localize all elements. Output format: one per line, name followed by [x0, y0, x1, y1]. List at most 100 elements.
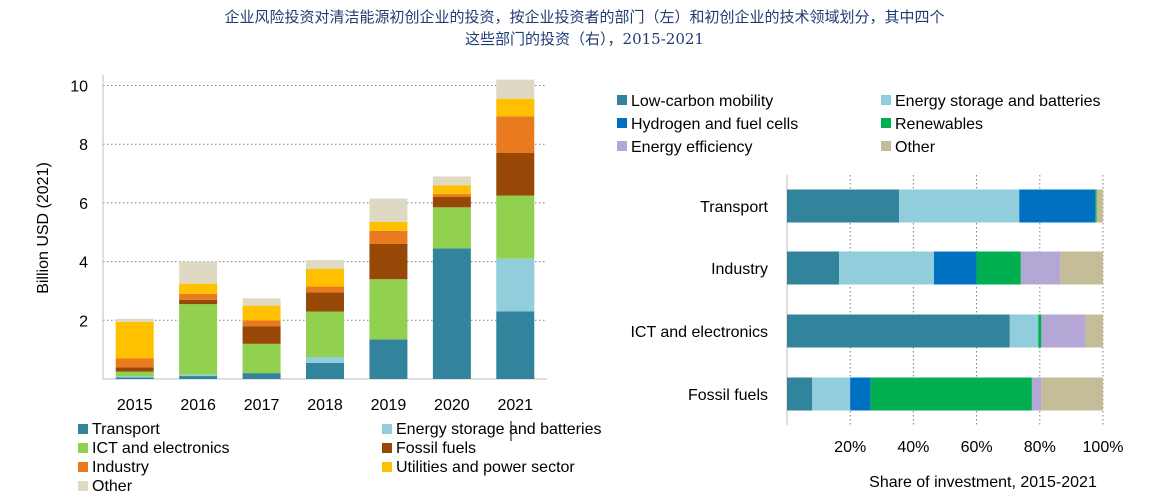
category-label: Industry	[711, 261, 768, 278]
bar-2020-fossil-fuels	[432, 197, 471, 208]
bar-transport-hydrogen-and-fuel-cells	[1019, 189, 1096, 223]
legend-label-energy-storage-and-batteries: Energy storage and batteries	[895, 93, 1100, 110]
bar-2019-industry	[369, 230, 408, 244]
bar-2020-utilities-and-power-sector	[432, 185, 471, 195]
x-tick-label: 40%	[897, 439, 929, 456]
bar-2017-transport	[242, 373, 281, 379]
legend-swatch-fossil-fuels	[382, 443, 392, 453]
bar-ict-and-electronics-low-carbon-mobility	[787, 314, 1010, 348]
bar-fossil-fuels-energy-efficiency	[1031, 377, 1042, 411]
bar-2016-fossil-fuels	[179, 299, 218, 305]
legend-swatch-industry	[78, 462, 88, 472]
bar-2021-fossil-fuels	[496, 153, 535, 196]
x-tick-label: 2018	[307, 397, 343, 414]
left-stacked-bar-chart: 2 4 6 8 10 Billion USD (2021) 2015 2016 2017 2018…	[35, 75, 547, 414]
bar-2018-energy-storage-and-batteries	[306, 356, 344, 363]
legend-swatch-energy-storage-and-batteries	[382, 424, 392, 434]
bar-2015-industry	[115, 358, 154, 368]
bar-2016-other	[179, 261, 218, 284]
legend-label-hydrogen-and-fuel-cells: Hydrogen and fuel cells	[631, 116, 798, 133]
bar-transport-other	[1096, 189, 1103, 223]
x-tick-label: 2015	[117, 397, 153, 414]
bar-industry-energy-storage-and-batteries	[839, 251, 934, 285]
legend-swatch-renewables	[881, 118, 891, 128]
legend-label-other: Other	[92, 478, 133, 495]
bar-transport-energy-storage-and-batteries	[899, 189, 1020, 223]
bar-fossil-fuels-energy-storage-and-batteries	[812, 377, 851, 411]
bar-2021-industry	[496, 116, 535, 154]
legend-swatch-low-carbon-mobility	[617, 95, 627, 105]
x-axis-title: Share of investment, 2015-2021	[869, 474, 1097, 491]
bar-transport-renewables	[1095, 189, 1097, 223]
bar-2015-fossil-fuels	[115, 367, 154, 372]
y-tick-label: 8	[79, 137, 88, 154]
bar-2015-utilities-and-power-sector	[115, 321, 154, 359]
bar-2021-energy-storage-and-batteries	[496, 258, 535, 312]
bar-2016-industry	[179, 293, 218, 300]
title-line-1: 企业风险投资对清洁能源初创企业的投资，按企业投资者的部门（左）和初创企业的技术领…	[224, 8, 945, 26]
bar-fossil-fuels-low-carbon-mobility	[787, 377, 813, 411]
category-label: Fossil fuels	[688, 387, 768, 404]
y-tick-label: 10	[70, 79, 88, 96]
category-label: Transport	[700, 199, 768, 216]
legend-swatch-energy-efficiency	[617, 141, 627, 151]
legend-label-ict-and-electronics: ICT and electronics	[92, 440, 230, 457]
bar-2016-ict-and-electronics	[179, 304, 218, 375]
legend-swatch-ict-and-electronics	[78, 443, 88, 453]
bar-2017-utilities-and-power-sector	[242, 305, 281, 321]
bar-2020-transport	[432, 248, 471, 379]
bar-2018-utilities-and-power-sector	[306, 268, 344, 287]
bar-2020-ict-and-electronics	[432, 207, 471, 249]
bar-fossil-fuels-other	[1041, 377, 1103, 411]
bar-2015-energy-storage-and-batteries	[115, 376, 154, 378]
bar-2018-transport	[306, 362, 344, 379]
bar-2021-ict-and-electronics	[496, 195, 535, 259]
legend-label-fossil-fuels: Fossil fuels	[396, 440, 476, 457]
bar-industry-renewables	[976, 251, 1021, 285]
bar-2016-transport	[179, 376, 218, 379]
bar-2016-energy-storage-and-batteries	[179, 374, 218, 377]
bar-2018-industry	[306, 286, 344, 293]
bar-industry-hydrogen-and-fuel-cells	[933, 251, 977, 285]
legend-swatch-hydrogen-and-fuel-cells	[617, 118, 627, 128]
bar-2015-other	[115, 318, 154, 322]
bar-2017-industry	[242, 320, 281, 327]
legend-swatch-other	[881, 141, 891, 151]
x-tick-label: 2017	[244, 397, 280, 414]
legend-label-utilities-and-power-sector: Utilities and power sector	[396, 459, 575, 476]
bar-ict-and-electronics-renewables	[1038, 314, 1042, 348]
legend-label-other: Other	[895, 139, 936, 156]
bar-2018-ict-and-electronics	[306, 311, 344, 357]
legend-label-industry: Industry	[92, 459, 149, 476]
y-tick-label: 4	[79, 255, 88, 272]
x-tick-label: 2019	[371, 397, 407, 414]
bar-2019-utilities-and-power-sector	[369, 221, 408, 231]
legend-swatch-utilities-and-power-sector	[382, 462, 392, 472]
legend-swatch-other	[78, 481, 88, 491]
bar-2020-industry	[432, 194, 471, 198]
right-legend: Low-carbon mobility Energy storage and ba…	[617, 93, 1100, 156]
bar-industry-other	[1060, 251, 1103, 285]
y-axis-title: Billion USD (2021)	[35, 162, 52, 294]
x-tick-label: 2016	[180, 397, 216, 414]
bar-2018-other	[306, 260, 344, 269]
y-tick-label: 6	[79, 196, 88, 213]
bar-2021-other	[496, 79, 535, 99]
x-tick-label: 60%	[961, 439, 993, 456]
title-line-2: 这些部门的投资（右），2015-2021	[465, 30, 704, 48]
bar-2019-ict-and-electronics	[369, 279, 408, 340]
bar-2017-fossil-fuels	[242, 326, 281, 344]
bar-2019-other	[369, 198, 408, 222]
bar-2021-utilities-and-power-sector	[496, 98, 535, 117]
bar-fossil-fuels-renewables	[870, 377, 1032, 411]
bar-2021-transport	[496, 311, 535, 379]
bar-2016-utilities-and-power-sector	[179, 283, 218, 294]
bar-2019-transport	[369, 339, 408, 379]
legend-label-low-carbon-mobility: Low-carbon mobility	[631, 93, 773, 110]
bar-ict-and-electronics-energy-efficiency	[1041, 314, 1086, 348]
legend-swatch-energy-storage-and-batteries	[881, 95, 891, 105]
bar-industry-energy-efficiency	[1020, 251, 1061, 285]
bar-ict-and-electronics-energy-storage-and-batteries	[1009, 314, 1039, 348]
bar-fossil-fuels-hydrogen-and-fuel-cells	[850, 377, 871, 411]
bar-2017-ict-and-electronics	[242, 343, 281, 374]
